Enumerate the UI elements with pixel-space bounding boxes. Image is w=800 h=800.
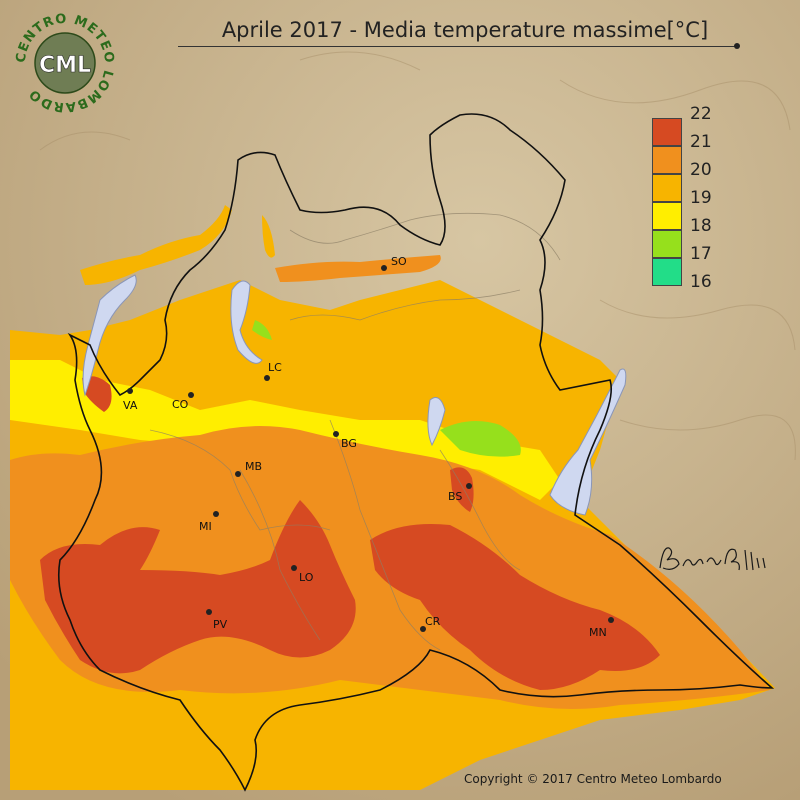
legend-label: 22	[690, 104, 712, 124]
legend-swatch	[652, 118, 682, 146]
city-label-so: SO	[391, 255, 407, 268]
city-dot-cr	[420, 626, 426, 632]
city-dot-mn	[608, 617, 614, 623]
city-dot-mb	[235, 471, 241, 477]
city-label-bg: BG	[341, 437, 357, 450]
city-dot-bg	[333, 431, 339, 437]
cml-logo: CENTRO METEO LOMBARDO CML	[14, 12, 116, 115]
zone-19-valtellina-edge	[262, 215, 275, 258]
city-dot-pv	[206, 609, 212, 615]
zone-21-west	[40, 500, 356, 674]
zone-17-patch-lake	[252, 320, 272, 340]
relief-hatching	[39, 51, 796, 461]
city-markers: SO LC VA CO BG MB BS MI LO PV CR MN	[123, 255, 614, 639]
city-label-va: VA	[123, 399, 138, 412]
legend-label: 19	[690, 188, 712, 208]
legend-swatch	[652, 258, 682, 286]
city-dot-so	[381, 265, 387, 271]
province-borders	[149, 212, 561, 651]
legend-swatch	[652, 174, 682, 202]
lake-como	[230, 280, 263, 364]
legend-label: 16	[690, 272, 712, 292]
zone-21-bs	[450, 467, 474, 512]
legend-label: 21	[690, 132, 712, 152]
zone-21-east	[370, 524, 660, 690]
copyright-text: Copyright © 2017 Centro Meteo Lombardo	[464, 772, 722, 786]
legend-swatch	[652, 230, 682, 258]
legend-swatch	[652, 202, 682, 230]
map-title: Aprile 2017 - Media temperature massime[…	[221, 18, 709, 42]
city-label-cr: CR	[425, 615, 441, 628]
city-label-lo: LO	[299, 571, 314, 584]
legend-swatch	[652, 146, 682, 174]
region-border	[57, 113, 775, 792]
city-dot-mi	[213, 511, 219, 517]
legend-label: 20	[690, 160, 712, 180]
legend-label: 17	[690, 244, 712, 264]
zone-20-valtellina	[275, 255, 441, 282]
city-label-co: CO	[172, 398, 189, 411]
city-label-pv: PV	[213, 618, 228, 631]
city-dot-bs	[466, 483, 472, 489]
logo-abbr: CML	[39, 53, 91, 78]
lake-maggiore	[82, 274, 137, 397]
zone-17-patch-east	[440, 421, 521, 457]
signature	[659, 547, 766, 571]
city-label-mi: MI	[199, 520, 212, 533]
city-dot-lc	[264, 375, 270, 381]
lakes	[82, 274, 627, 516]
zone-21-varese	[82, 376, 112, 412]
legend-label: 18	[690, 216, 712, 236]
city-dot-va	[127, 388, 133, 394]
lake-garda	[549, 368, 627, 516]
city-label-mb: MB	[245, 460, 262, 473]
lake-iseo	[427, 397, 446, 447]
city-label-bs: BS	[448, 490, 462, 503]
zone-19-alpine-west	[80, 205, 232, 285]
city-label-lc: LC	[268, 361, 282, 374]
city-dot-co	[188, 392, 194, 398]
city-dot-lo	[291, 565, 297, 571]
title-underline	[178, 46, 736, 47]
title-dot	[734, 43, 740, 49]
city-label-mn: MN	[589, 626, 607, 639]
